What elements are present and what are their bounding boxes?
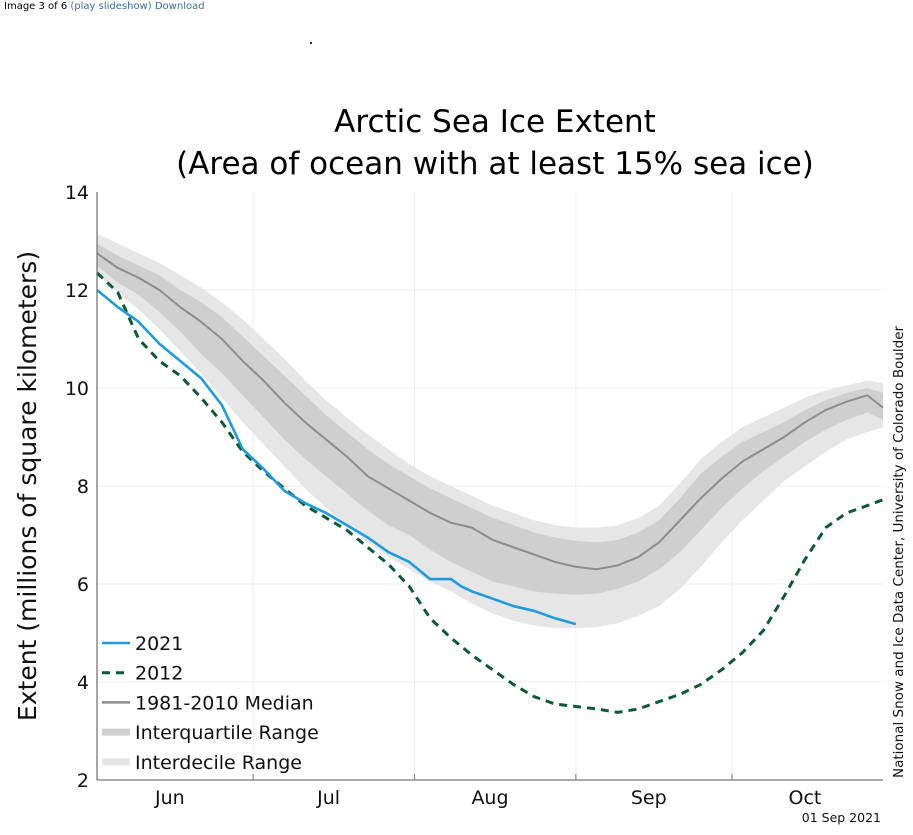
x-tick-label: Jul xyxy=(316,787,340,809)
y-tick-label: 6 xyxy=(77,574,89,596)
y-tick-label: 12 xyxy=(65,280,89,302)
legend: 2021 2012 1981-2010 Median Interquartile Ra… xyxy=(102,633,319,774)
legend-median: 1981-2010 Median xyxy=(102,692,314,714)
legend-label: 2021 xyxy=(135,633,183,655)
x-tick-label: Jun xyxy=(154,787,185,809)
y-tick-label: 10 xyxy=(65,378,89,400)
y-tick-label: 8 xyxy=(77,476,89,498)
x-tick-label: Sep xyxy=(631,787,667,809)
image-counter: Image 3 of 6 xyxy=(4,1,68,12)
y-tick-label: 4 xyxy=(77,672,89,694)
legend-2012: 2012 xyxy=(102,663,183,685)
legend-label: Interdecile Range xyxy=(135,752,302,774)
range-bands xyxy=(97,233,883,629)
legend-label: 2012 xyxy=(135,663,183,685)
legend-interquartile: Interquartile Range xyxy=(102,722,319,744)
credit-text: National Snow and Ice Data Center, Unive… xyxy=(891,325,907,778)
median-line xyxy=(96,252,884,571)
download-link[interactable]: Download xyxy=(154,1,205,12)
decorative-dot xyxy=(310,42,312,44)
axes xyxy=(96,192,883,781)
legend-2021: 2021 xyxy=(102,633,183,655)
play-slideshow-link[interactable]: (play slideshow) xyxy=(70,1,152,12)
y-tick-label: 2 xyxy=(77,770,89,792)
y-tick-label: 14 xyxy=(65,182,89,204)
series-lines xyxy=(95,252,884,714)
legend-interdecile: Interdecile Range xyxy=(102,752,302,774)
chart-title: Arctic Sea Ice Extent xyxy=(334,104,656,140)
x-tick-labels: Jun Jul Aug Sep Oct xyxy=(154,787,821,809)
legend-label: 1981-2010 Median xyxy=(135,692,314,714)
interquartile-band xyxy=(97,243,883,595)
chart-subtitle: (Area of ocean with at least 15% sea ice… xyxy=(176,146,814,182)
x-tick-label: Oct xyxy=(788,787,821,809)
image-navigation: Image 3 of 6 (play slideshow) Download xyxy=(4,1,205,12)
x-tick-label: Aug xyxy=(471,787,508,809)
legend-label: Interquartile Range xyxy=(135,722,319,744)
series-2021-line xyxy=(96,288,577,626)
y-tick-labels: 2 4 6 8 10 12 14 xyxy=(65,182,89,792)
date-stamp: 01 Sep 2021 xyxy=(802,810,881,825)
y-axis-label: Extent (millions of square kilometers) xyxy=(13,251,42,721)
